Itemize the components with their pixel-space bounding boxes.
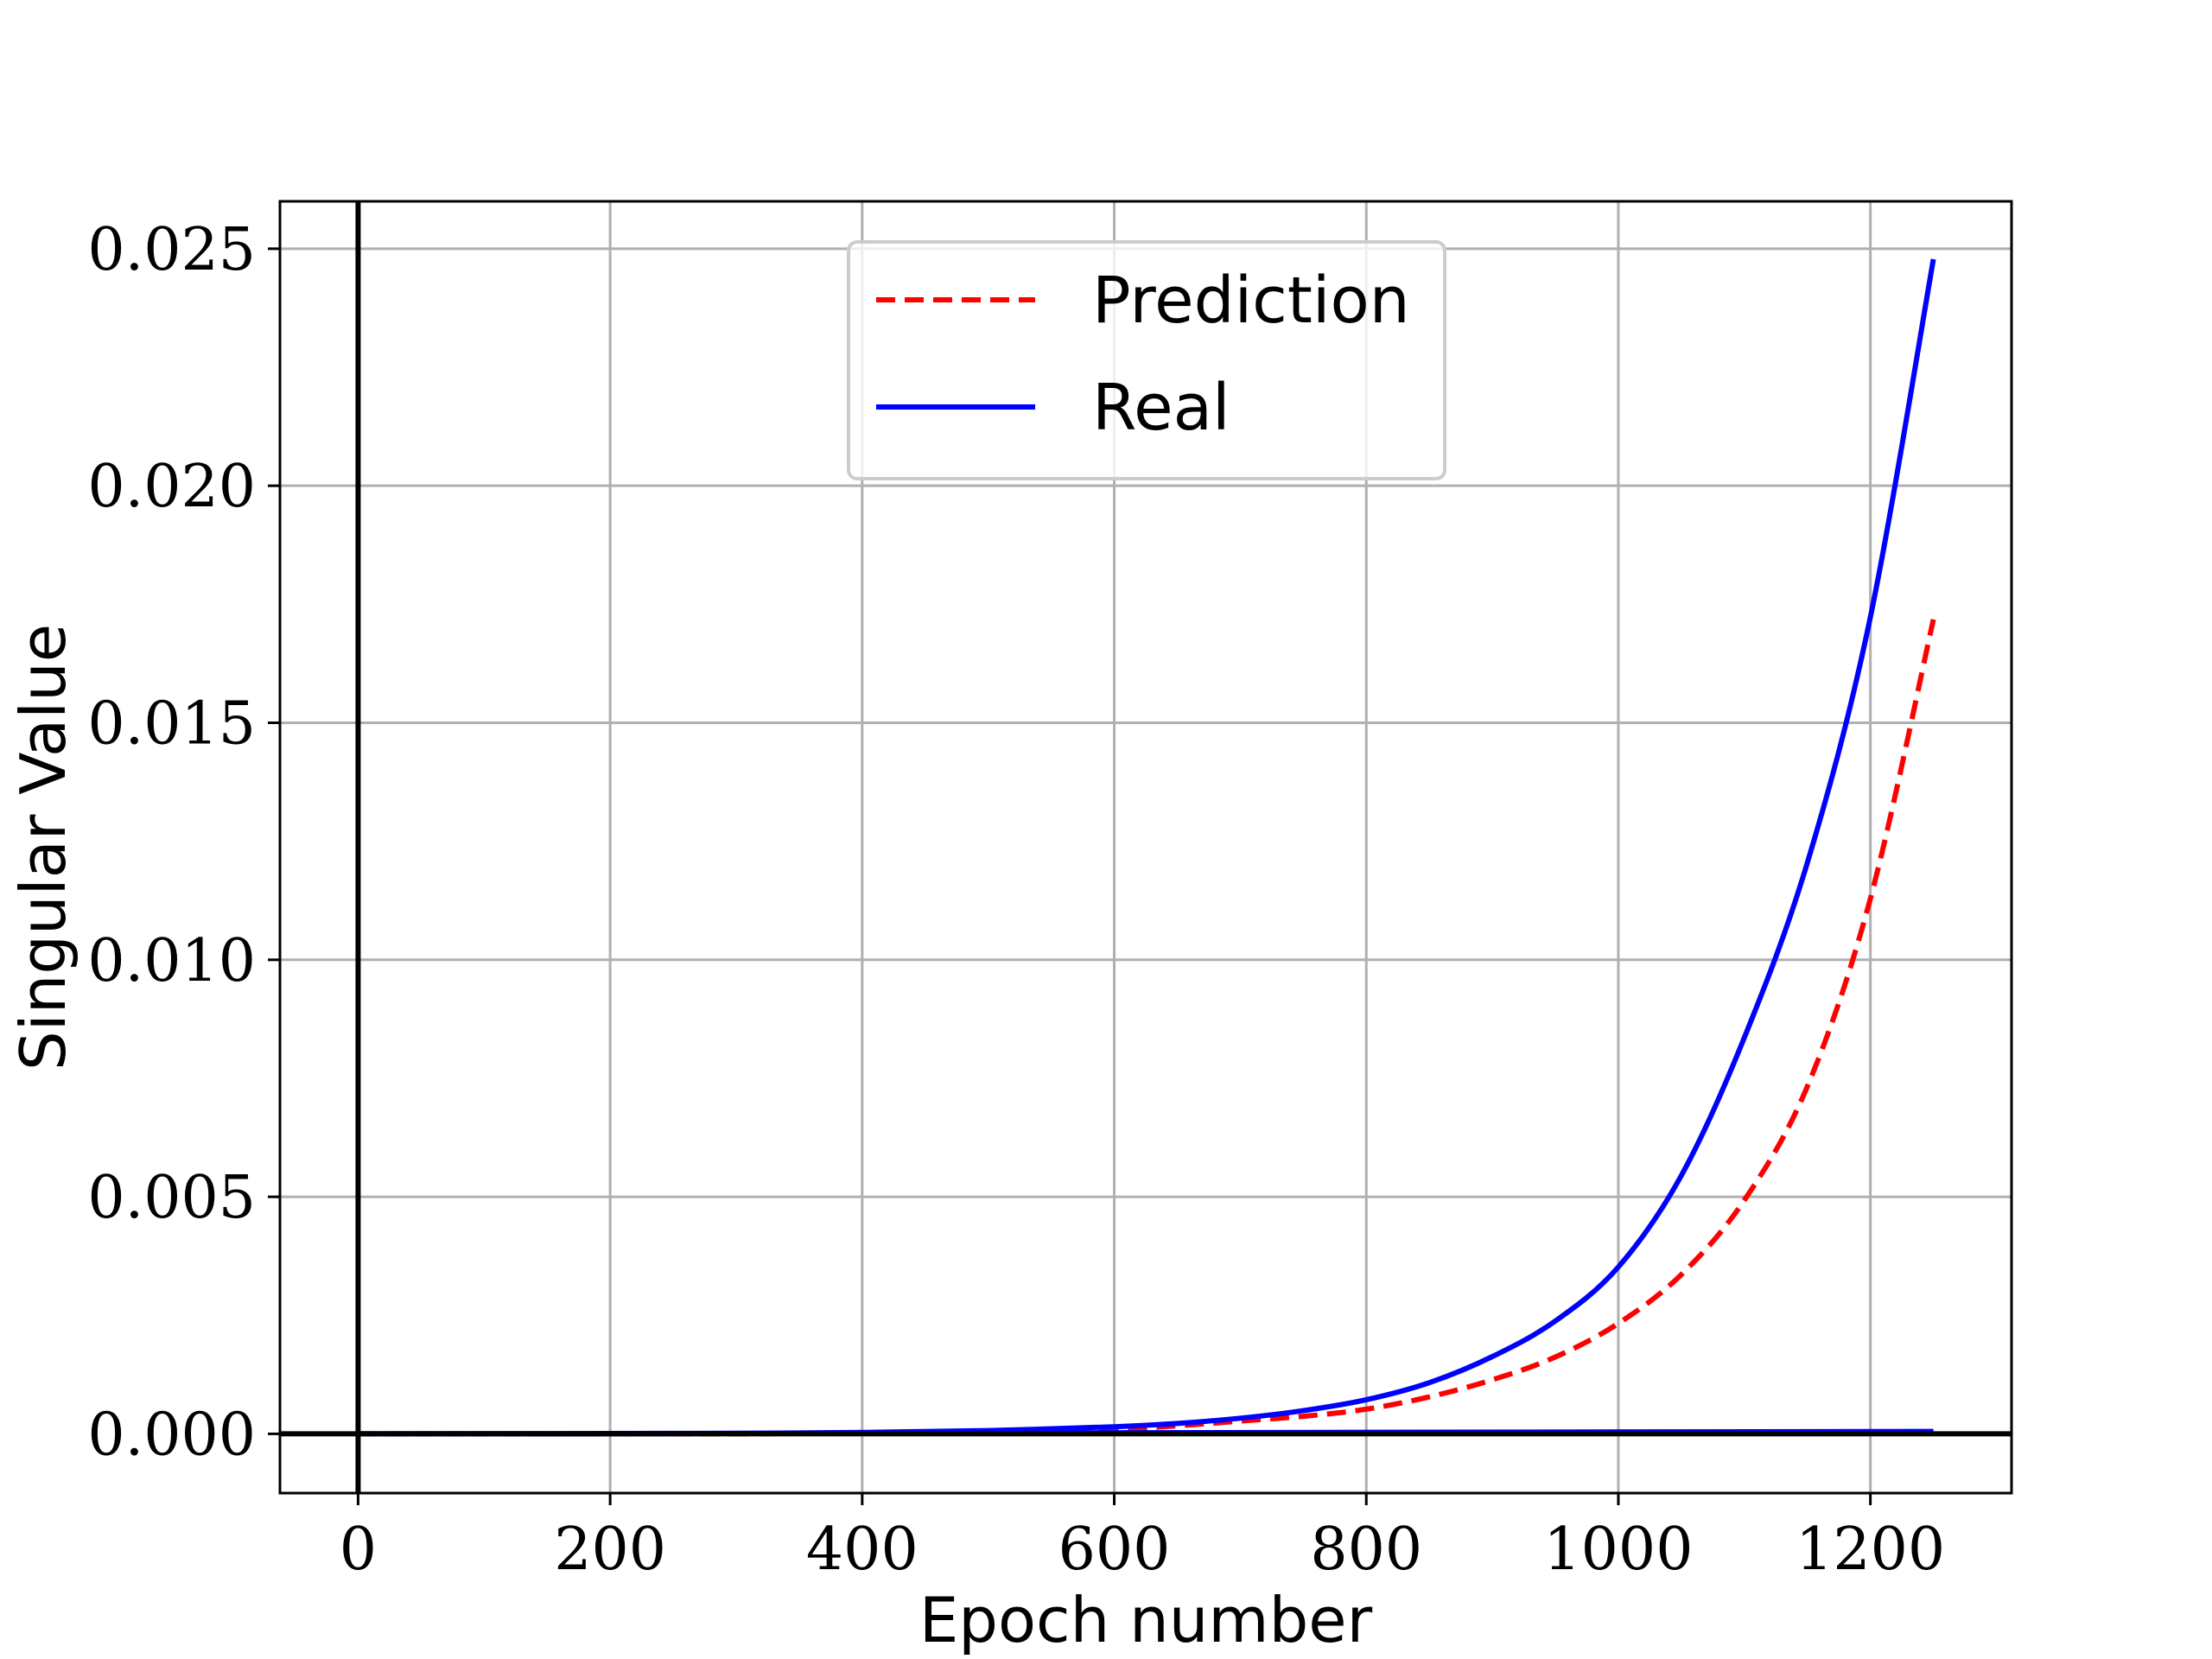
y-tick-label: 0.010 bbox=[87, 927, 256, 995]
y-tick-label: 0.015 bbox=[87, 690, 256, 758]
x-tick-label: 1000 bbox=[1543, 1516, 1693, 1584]
x-tick-label: 600 bbox=[1058, 1516, 1171, 1584]
x-tick-label: 400 bbox=[806, 1516, 918, 1584]
reference-lines bbox=[280, 201, 2012, 1493]
legend: Prediction Real bbox=[847, 240, 1446, 480]
y-axis-label: Singular Value bbox=[7, 624, 79, 1071]
axes-frame bbox=[278, 200, 2013, 1495]
x-axis-label: Epoch number bbox=[919, 1584, 1373, 1656]
y-tick-label: 0.005 bbox=[87, 1164, 256, 1232]
legend-label-prediction: Prediction bbox=[1092, 264, 1410, 338]
x-tick-label: 0 bbox=[340, 1516, 377, 1584]
x-tick-label: 200 bbox=[554, 1516, 666, 1584]
legend-label-real: Real bbox=[1092, 371, 1230, 445]
y-axis-ticks: 0.000 0.005 0.010 0.015 0.020 0.025 bbox=[87, 216, 280, 1469]
series-line-prediction bbox=[358, 619, 1936, 1437]
x-axis-ticks: 0 200 400 600 800 1000 1200 bbox=[340, 1493, 1945, 1584]
y-tick-label: 0.000 bbox=[87, 1401, 256, 1469]
x-tick-label: 800 bbox=[1310, 1516, 1422, 1584]
y-tick-label: 0.025 bbox=[87, 216, 256, 284]
y-tick-label: 0.020 bbox=[87, 453, 256, 521]
x-tick-label: 1200 bbox=[1796, 1516, 1945, 1584]
